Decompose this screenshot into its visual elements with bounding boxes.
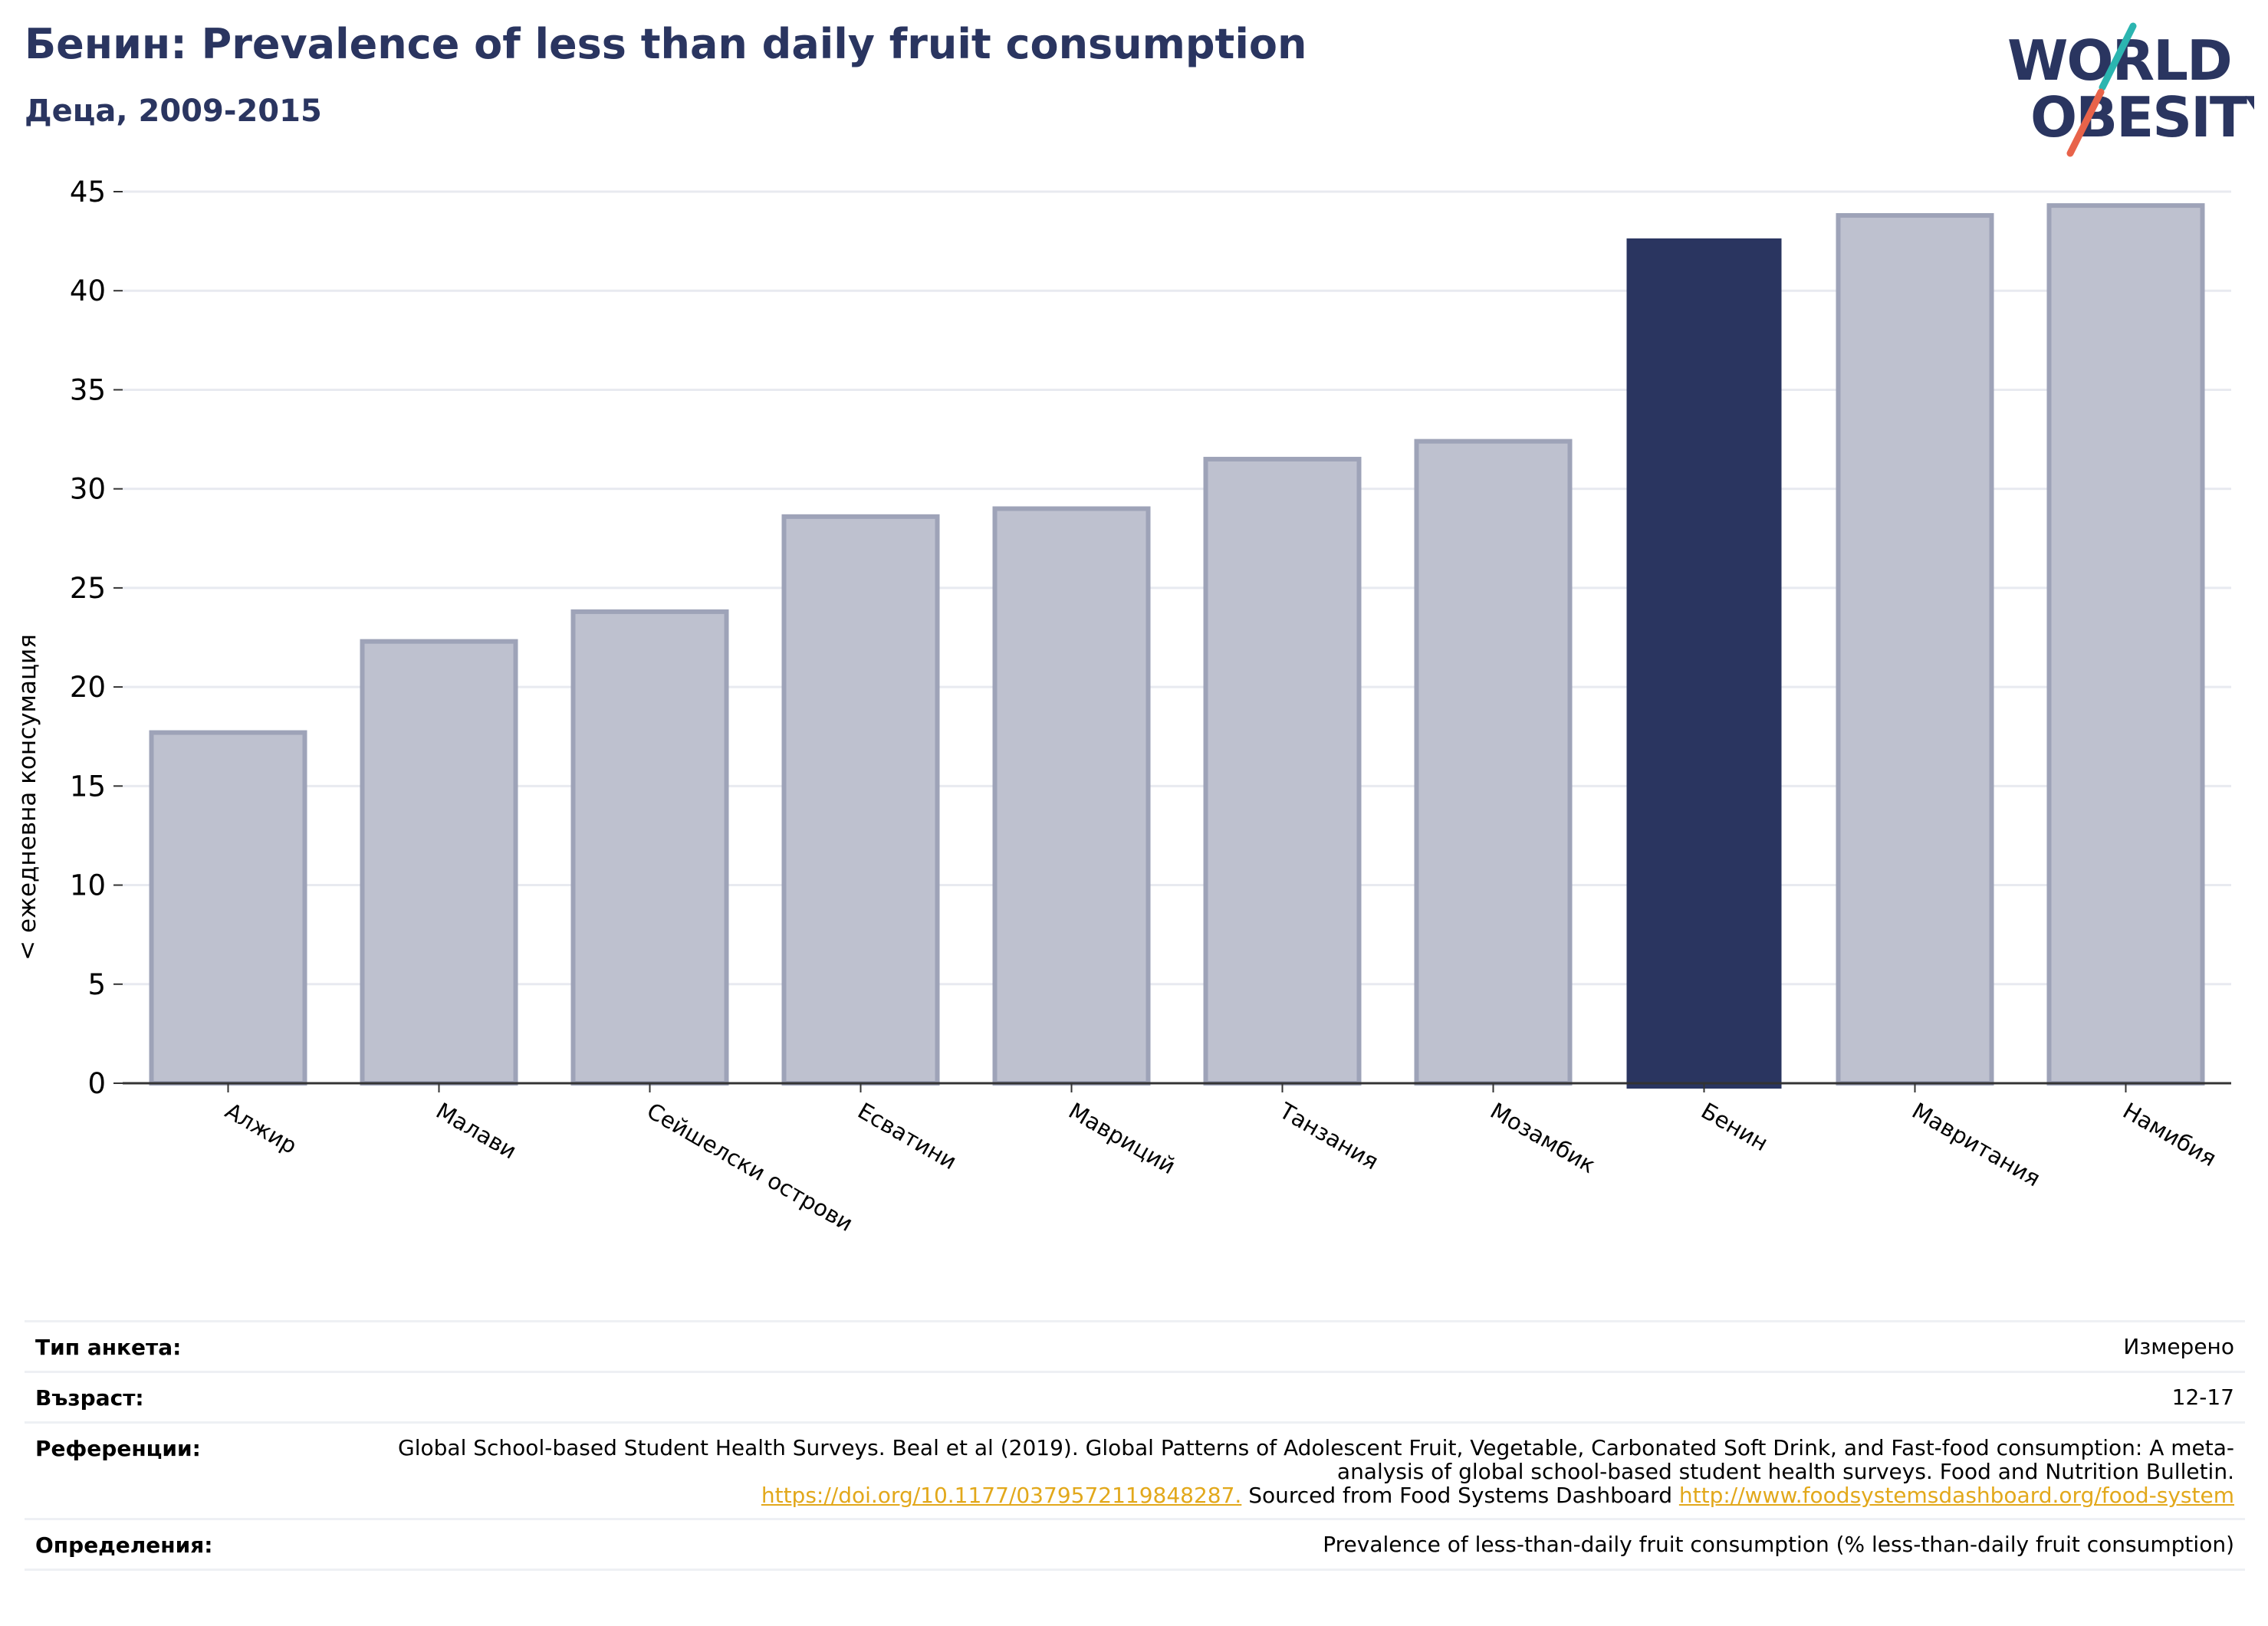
bar-0 xyxy=(149,730,307,1086)
y-tick-label: 45 xyxy=(70,176,106,209)
bar-9 xyxy=(2046,203,2205,1086)
logo-slash-red xyxy=(2066,88,2105,157)
meta-row-age: Възраст: 12-17 xyxy=(25,1371,2245,1421)
meta-row-references: Референции: Global School-based Student … xyxy=(25,1421,2245,1518)
x-tick-label: Сейшелски острови xyxy=(643,1098,857,1237)
x-tick-label: Малави xyxy=(432,1098,521,1164)
x-tick-label: Мозамбик xyxy=(1486,1098,1600,1178)
survey-type-label: Тип анкета: xyxy=(35,1335,182,1360)
logo-word-world: WORLD xyxy=(2007,28,2231,93)
x-tick-label: Есватини xyxy=(853,1098,961,1175)
y-tick-label: 15 xyxy=(70,770,106,803)
references-doi-link[interactable]: https://doi.org/10.1177/0379572119848287… xyxy=(761,1483,1242,1508)
survey-type-value: Измерено xyxy=(2123,1334,2234,1359)
world-obesity-logo: WORLD OBESITY xyxy=(2007,22,2254,157)
chart-title: Бенин: Prevalence of less than daily fru… xyxy=(25,20,1307,68)
y-tick-label: 10 xyxy=(70,869,106,902)
meta-row-definitions: Определения: Prevalence of less-than-dai… xyxy=(25,1518,2245,1571)
x-tick-label: Намибия xyxy=(2118,1098,2220,1172)
references-label: Референции: xyxy=(35,1436,201,1461)
y-tick-label: 40 xyxy=(70,274,106,307)
definitions-label: Определения: xyxy=(35,1532,213,1558)
age-label: Възраст: xyxy=(35,1385,144,1411)
food-systems-dashboard-link[interactable]: http://www.foodsystemsdashboard.org/food… xyxy=(1678,1483,2234,1508)
y-axis-label: < ежедневна консумация xyxy=(14,634,41,961)
y-tick-label: 20 xyxy=(70,671,106,704)
bar-6 xyxy=(1414,439,1573,1086)
x-tick-label: Алжир xyxy=(221,1098,301,1159)
y-tick-label: 30 xyxy=(70,473,106,506)
x-tick-label: Мавритания xyxy=(1908,1098,2045,1192)
bar-1 xyxy=(360,639,518,1086)
y-tick-label: 0 xyxy=(87,1067,106,1100)
x-tick-label: Мавриций xyxy=(1064,1098,1180,1180)
references-value: Global School-based Student Health Surve… xyxy=(379,1436,2234,1507)
metadata-table: Тип анкета: Измерено Възраст: 12-17 Рефе… xyxy=(25,1320,2245,1571)
chart-subtitle: Деца, 2009-2015 xyxy=(25,94,322,129)
references-sourced-text: Sourced from Food Systems Dashboard xyxy=(1241,1483,1679,1508)
bar-4 xyxy=(992,506,1151,1086)
x-tick-label: Танзания xyxy=(1274,1097,1383,1174)
bar-8 xyxy=(1836,213,1994,1086)
age-value: 12-17 xyxy=(2171,1385,2234,1410)
meta-row-survey-type: Тип анкета: Измерено xyxy=(25,1320,2245,1371)
bar-5 xyxy=(1203,456,1362,1086)
bar-3 xyxy=(781,514,940,1086)
logo-word-obesity: OBESITY xyxy=(2030,85,2254,149)
logo-slash-teal xyxy=(2099,22,2137,91)
bar-chart: 0 5 10 15 20 25 30 35 40 45 Алжир Малави Сейшелски о… xyxy=(70,176,2231,1237)
y-tick-label: 35 xyxy=(70,373,106,406)
bar-2 xyxy=(570,609,729,1086)
definitions-value: Prevalence of less-than-daily fruit cons… xyxy=(1323,1532,2234,1557)
references-text: Global School-based Student Health Surve… xyxy=(398,1435,2234,1484)
y-tick-label: 25 xyxy=(70,572,106,605)
bars-layer xyxy=(149,203,2205,1089)
y-tick-label: 5 xyxy=(87,968,106,1001)
x-tick-label: Бенин xyxy=(1697,1098,1773,1157)
bar-7 xyxy=(1626,238,1782,1089)
